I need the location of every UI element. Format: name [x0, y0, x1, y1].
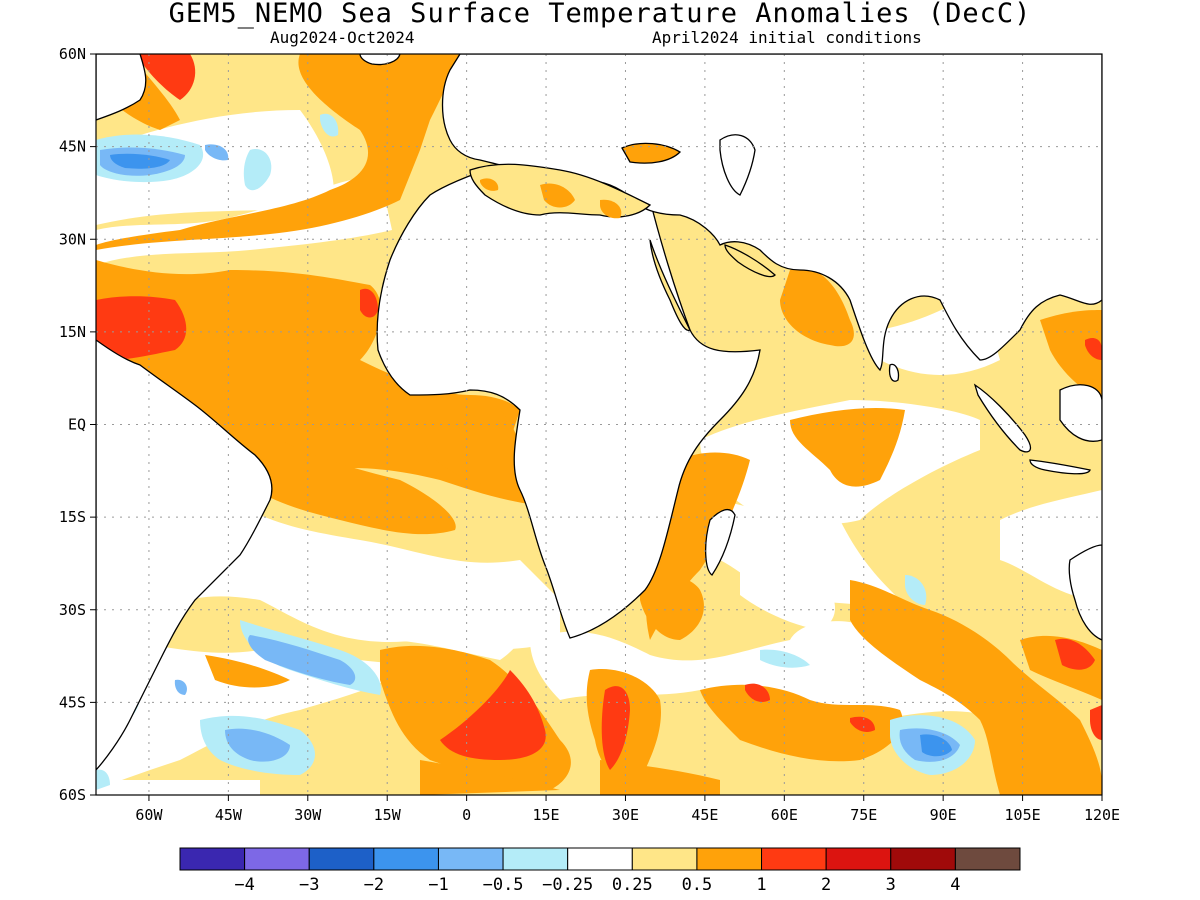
lon-tick-label: 45E [691, 806, 718, 824]
colorbar-swatch [373, 847, 439, 871]
lon-tick-label: 90E [930, 806, 957, 824]
lon-tick-label: 60E [771, 806, 798, 824]
mediterranean-anomaly-patches [480, 178, 622, 219]
colorbar-swatch [502, 847, 569, 871]
colorbar [179, 847, 1021, 871]
lon-tick-label: 15W [374, 806, 402, 824]
lon-tick-label: 45W [215, 806, 243, 824]
lon-tick-label: 15E [533, 806, 560, 824]
colorbar-label: −4 [234, 875, 254, 895]
colorbar-label: −0.5 [483, 875, 524, 895]
graticule [90, 53, 1103, 801]
colorbar-label: 3 [886, 875, 896, 895]
anomaly-minus-1-regions [110, 153, 952, 757]
colorbar-label: 0.5 [682, 875, 713, 895]
madagascar-landmass [705, 508, 736, 576]
land-masses [96, 54, 1102, 771]
colorbar-label: −1 [428, 875, 448, 895]
java-landmass [1029, 459, 1091, 475]
map-title: GEM5_NEMO Sea Surface Temperature Anomal… [168, 0, 1032, 29]
colorbar-swatch [825, 847, 892, 871]
lon-tick-label: 0 [462, 806, 471, 824]
lat-tick-label: 30N [59, 230, 86, 248]
colorbar-swatch [631, 847, 698, 871]
plot-frame [95, 53, 1103, 796]
caspian-sea [719, 134, 756, 196]
anomaly-field [96, 54, 1102, 795]
colorbar-swatch [179, 847, 246, 871]
colorbar-label: −3 [299, 875, 319, 895]
longitude-labels: 60W 45W 30W 15W 0 15E 30E 45E 60E 75E 90E 105E 120E [135, 806, 1120, 824]
north-america-landmass [96, 54, 147, 121]
forecast-period: Aug2024-Oct2024 [270, 28, 415, 47]
lon-tick-label: 30W [294, 806, 322, 824]
lon-tick-label: 30E [612, 806, 639, 824]
colorbar-swatch [308, 847, 375, 871]
sumatra-landmass [973, 383, 1032, 453]
persian-gulf [724, 244, 776, 278]
colorbar-label: 1 [756, 875, 766, 895]
colorbar-swatch [761, 847, 827, 871]
lat-tick-label: 45S [59, 693, 86, 711]
lon-tick-label: 75E [850, 806, 877, 824]
iceland-landmass [359, 54, 401, 66]
colorbar-swatch [567, 847, 633, 871]
lat-tick-label: 60N [59, 45, 86, 63]
lat-tick-label: 45N [59, 138, 86, 156]
colorbar-swatch [890, 847, 956, 871]
lat-tick-label: 30S [59, 601, 86, 619]
borneo-landmass [1059, 384, 1102, 442]
lat-tick-label: 15N [59, 323, 86, 341]
initial-conditions-note: April2024 initial conditions [652, 28, 922, 47]
colorbar-label: 2 [821, 875, 831, 895]
colorbar-label: −2 [364, 875, 384, 895]
lat-tick-label: 15S [59, 508, 86, 526]
lon-tick-label: 105E [1005, 806, 1041, 824]
colorbar-swatch [954, 847, 1021, 871]
black-sea [621, 142, 682, 164]
colorbar-swatch [696, 847, 763, 871]
australia-landmass [1068, 544, 1102, 641]
sri-lanka-landmass [888, 363, 900, 382]
colorbar-label: −0.25 [542, 875, 593, 895]
lon-tick-label: 120E [1084, 806, 1120, 824]
lat-tick-label: EQ [68, 416, 86, 434]
anomaly-1-to-2-regions [96, 54, 1102, 770]
red-sea [649, 239, 691, 332]
lat-tick-label: 60S [59, 786, 86, 804]
colorbar-swatch [437, 847, 504, 871]
colorbar-label: 4 [950, 875, 960, 895]
anomaly-0-5-to-1-regions [96, 54, 1102, 795]
colorbar-swatch [244, 847, 310, 871]
colorbar-label: 0.25 [612, 875, 653, 895]
colorbar-labels: −4 −3 −2 −1 −0.5 −0.25 0.25 0.5 1 2 3 4 [234, 875, 960, 895]
lon-tick-label: 60W [135, 806, 163, 824]
latitude-labels: 60N 45N 30N 15N EQ 15S 30S 45S 60S [59, 45, 86, 804]
